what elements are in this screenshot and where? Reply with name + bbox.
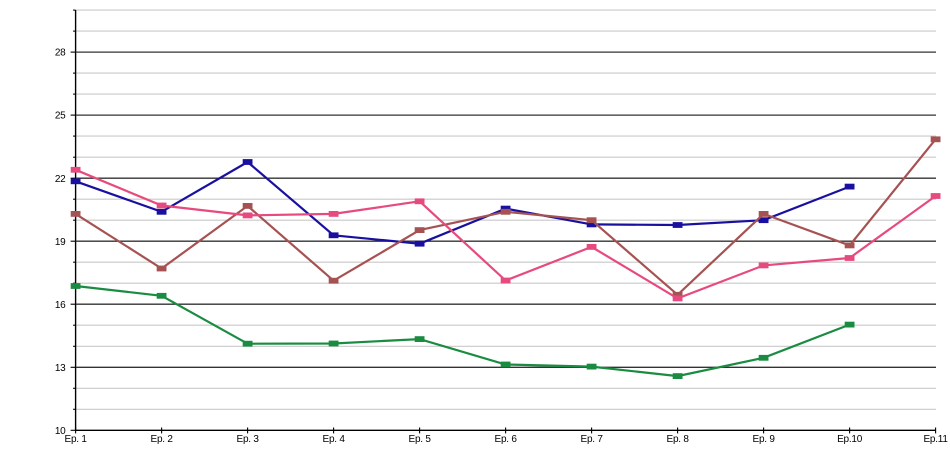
- svg-text:Ep. 7: Ep. 7: [581, 434, 604, 445]
- svg-text:19: 19: [55, 237, 66, 248]
- svg-text:Ep. 2: Ep. 2: [151, 434, 174, 445]
- svg-text:Ep. 9: Ep. 9: [753, 434, 776, 445]
- svg-text:Ep. 1: Ep. 1: [65, 434, 88, 445]
- svg-text:13: 13: [55, 363, 66, 374]
- svg-text:16: 16: [55, 300, 66, 311]
- svg-text:22: 22: [55, 174, 66, 185]
- svg-text:Ep.10: Ep.10: [837, 434, 863, 445]
- svg-text:Ep. 8: Ep. 8: [667, 434, 690, 445]
- svg-text:25: 25: [55, 111, 66, 122]
- svg-text:Ep. 4: Ep. 4: [323, 434, 346, 445]
- svg-text:10: 10: [55, 426, 66, 437]
- svg-text:Ep. 5: Ep. 5: [409, 434, 432, 445]
- svg-text:Ep.11: Ep.11: [924, 434, 949, 445]
- svg-text:Ep. 3: Ep. 3: [237, 434, 260, 445]
- svg-text:Ep. 6: Ep. 6: [495, 434, 518, 445]
- svg-text:28: 28: [55, 48, 66, 59]
